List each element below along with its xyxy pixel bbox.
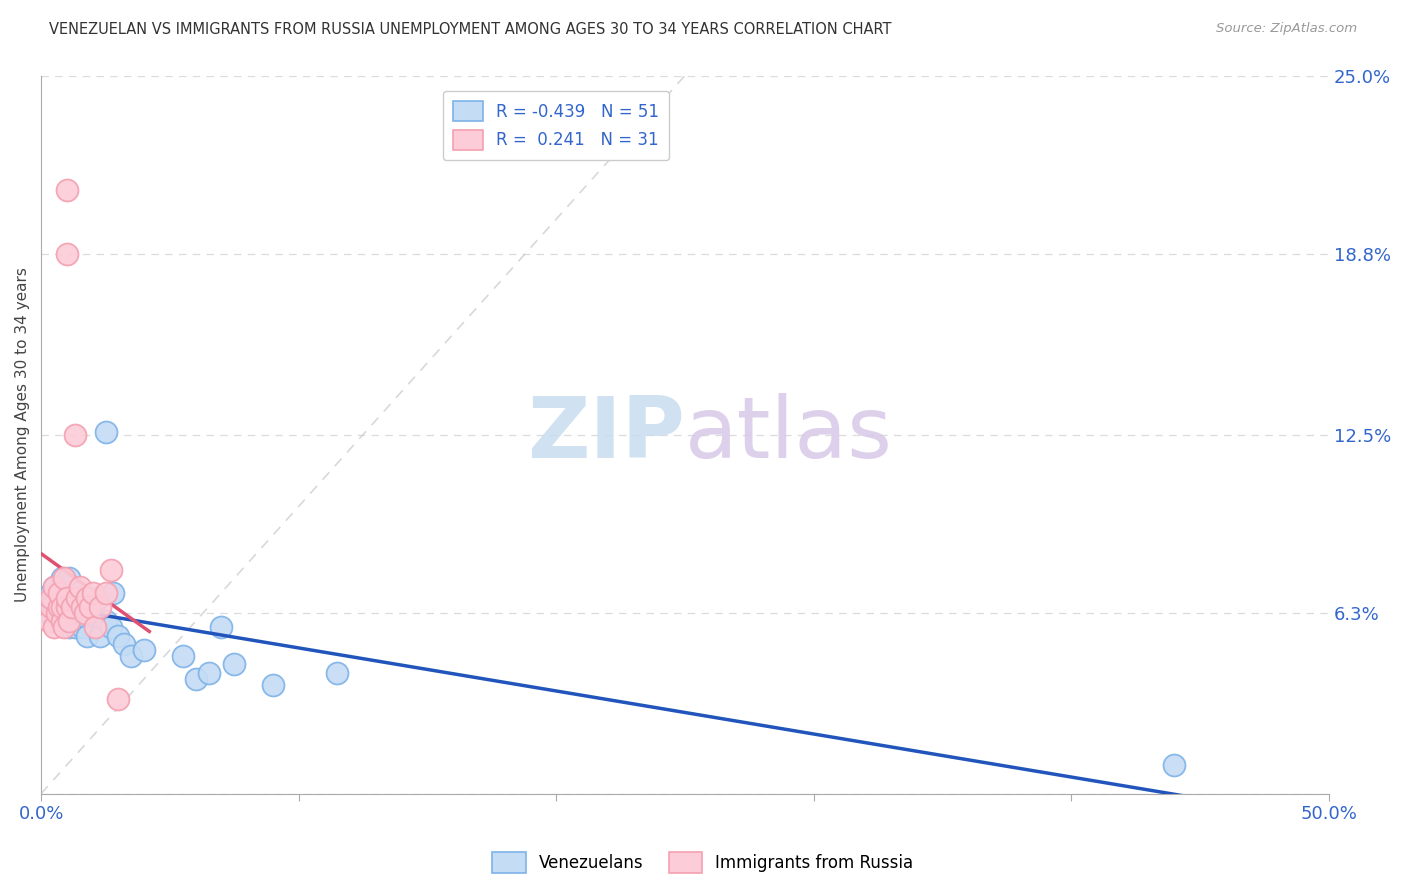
Point (48, 599, 70, 614)
Point (73, 608, 96, 623)
Point (56, 615, 79, 629)
Point (53, 591, 76, 606)
Point (87, 591, 110, 606)
Point (89, 599, 111, 614)
Point (45, 591, 67, 606)
Point (89, 629, 111, 643)
Point (69, 580, 91, 594)
Point (172, 648, 194, 663)
Legend: R = -0.439   N = 51, R =  0.241   N = 31: R = -0.439 N = 51, R = 0.241 N = 31 (443, 91, 669, 160)
Point (184, 672, 207, 686)
Point (58, 571, 80, 585)
Point (94, 615, 117, 629)
Point (48, 585, 70, 599)
Point (1163, 758, 1185, 772)
Point (53, 620, 76, 634)
Point (58, 615, 80, 629)
Point (84, 620, 107, 634)
Point (63, 427, 86, 442)
Point (73, 606, 96, 620)
Point (35, 599, 58, 614)
Point (51, 615, 73, 629)
Point (41, 591, 63, 606)
Point (82, 585, 104, 599)
Point (82, 599, 104, 614)
Point (209, 620, 232, 634)
Point (69, 615, 91, 629)
Point (42, 620, 65, 634)
Point (63, 620, 86, 634)
Point (72, 599, 94, 614)
Point (262, 677, 284, 691)
Point (134, 643, 156, 657)
Point (53, 606, 76, 620)
Legend: Venezuelans, Immigrants from Russia: Venezuelans, Immigrants from Russia (486, 846, 920, 880)
Point (56, 580, 79, 594)
Point (120, 648, 142, 663)
Point (48, 599, 70, 614)
Point (53, 571, 76, 585)
Point (66, 599, 89, 614)
Point (197, 666, 219, 681)
Point (94, 585, 117, 599)
Point (79, 599, 101, 614)
Point (56, 246, 79, 260)
Text: atlas: atlas (685, 393, 893, 476)
Point (51, 585, 73, 599)
Point (107, 691, 129, 706)
Y-axis label: Unemployment Among Ages 30 to 34 years: Unemployment Among Ages 30 to 34 years (15, 268, 30, 602)
Point (72, 599, 94, 614)
Point (56, 183, 79, 197)
Point (224, 657, 246, 672)
Point (42, 591, 65, 606)
Point (72, 620, 94, 634)
Point (51, 571, 73, 585)
Point (45, 606, 67, 620)
Point (56, 599, 79, 614)
Point (112, 637, 135, 651)
Point (100, 620, 122, 634)
Point (60, 599, 83, 614)
Point (41, 599, 63, 614)
Point (41, 594, 63, 608)
Point (53, 599, 76, 614)
Point (66, 591, 89, 606)
Point (48, 608, 70, 623)
Point (58, 620, 80, 634)
Point (42, 580, 65, 594)
Point (76, 629, 98, 643)
Point (56, 591, 79, 606)
Point (103, 585, 125, 599)
Point (66, 585, 89, 599)
Point (51, 599, 73, 614)
Point (100, 563, 122, 577)
Point (45, 615, 67, 629)
Point (63, 608, 86, 623)
Text: VENEZUELAN VS IMMIGRANTS FROM RUSSIA UNEMPLOYMENT AMONG AGES 30 TO 34 YEARS CORR: VENEZUELAN VS IMMIGRANTS FROM RUSSIA UNE… (49, 22, 891, 37)
Point (76, 591, 98, 606)
Point (56, 599, 79, 614)
Point (41, 585, 63, 599)
Text: Source: ZipAtlas.com: Source: ZipAtlas.com (1216, 22, 1357, 36)
Point (94, 425, 117, 439)
Point (42, 580, 65, 594)
Point (38, 606, 60, 620)
Point (38, 615, 60, 629)
Point (326, 666, 349, 681)
Point (107, 629, 129, 643)
Point (60, 599, 83, 614)
Text: ZIP: ZIP (527, 393, 685, 476)
Point (60, 591, 83, 606)
Point (42, 599, 65, 614)
